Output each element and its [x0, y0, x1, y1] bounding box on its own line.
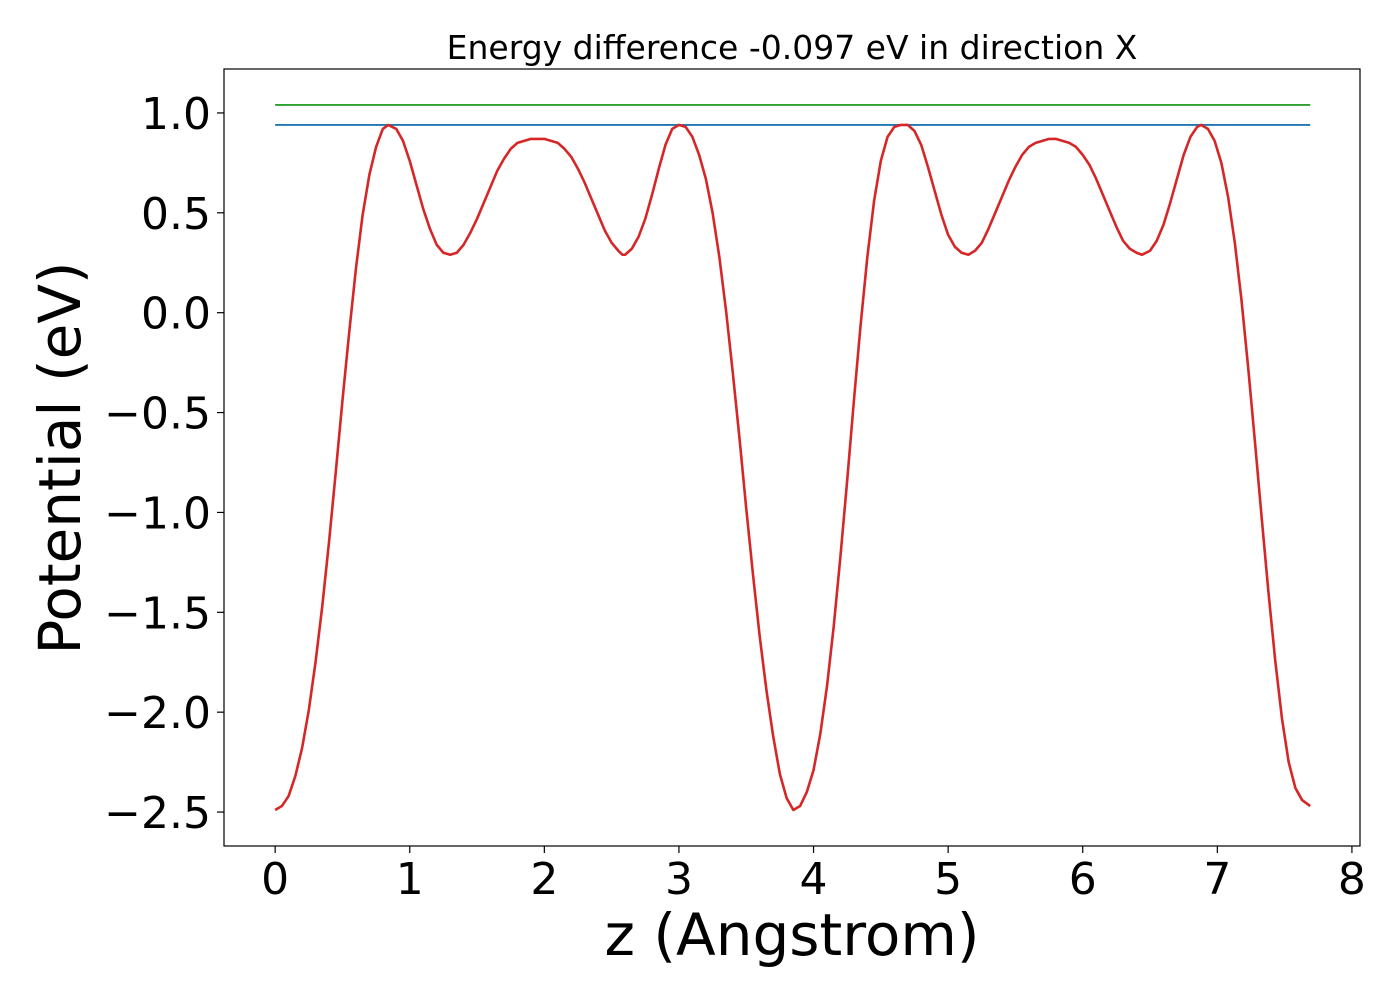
y-tick-label: −1.5 [104, 588, 211, 639]
chart-title: Energy difference -0.097 eV in direction… [447, 28, 1138, 67]
x-tick-label: 1 [396, 854, 424, 905]
plot-area [223, 68, 1361, 847]
x-tick-label: 3 [665, 854, 693, 905]
y-tick-label: 0.0 [141, 289, 211, 340]
y-tick-label: −1.0 [104, 488, 211, 539]
plot-frame [223, 68, 1361, 847]
x-axis-label: z (Angstrom) [605, 901, 980, 969]
x-axis-ticks: 0 1 2 3 4 5 6 7 8 [261, 846, 1366, 905]
x-tick-label: 2 [530, 854, 558, 905]
y-tick-label: 1.0 [141, 89, 211, 140]
y-tick-label: −2.0 [104, 688, 211, 739]
series-line-3 [274, 123, 1311, 812]
x-tick-label: 8 [1338, 854, 1366, 905]
x-tick-label: 6 [1069, 854, 1097, 905]
series-group [274, 104, 1311, 812]
x-tick-label: 4 [800, 854, 828, 905]
x-tick-label: 5 [934, 854, 962, 905]
y-axis-label: Potential (eV) [26, 261, 94, 654]
y-tick-label: −2.5 [104, 788, 211, 839]
y-axis-ticks: 1.0 0.5 0.0 −0.5 −1.0 −1.5 −2.0 −2.5 [104, 89, 224, 839]
x-tick-label: 7 [1203, 854, 1231, 905]
y-tick-label: −0.5 [104, 389, 211, 440]
y-tick-label: 0.5 [141, 189, 211, 240]
x-tick-label: 0 [261, 854, 289, 905]
